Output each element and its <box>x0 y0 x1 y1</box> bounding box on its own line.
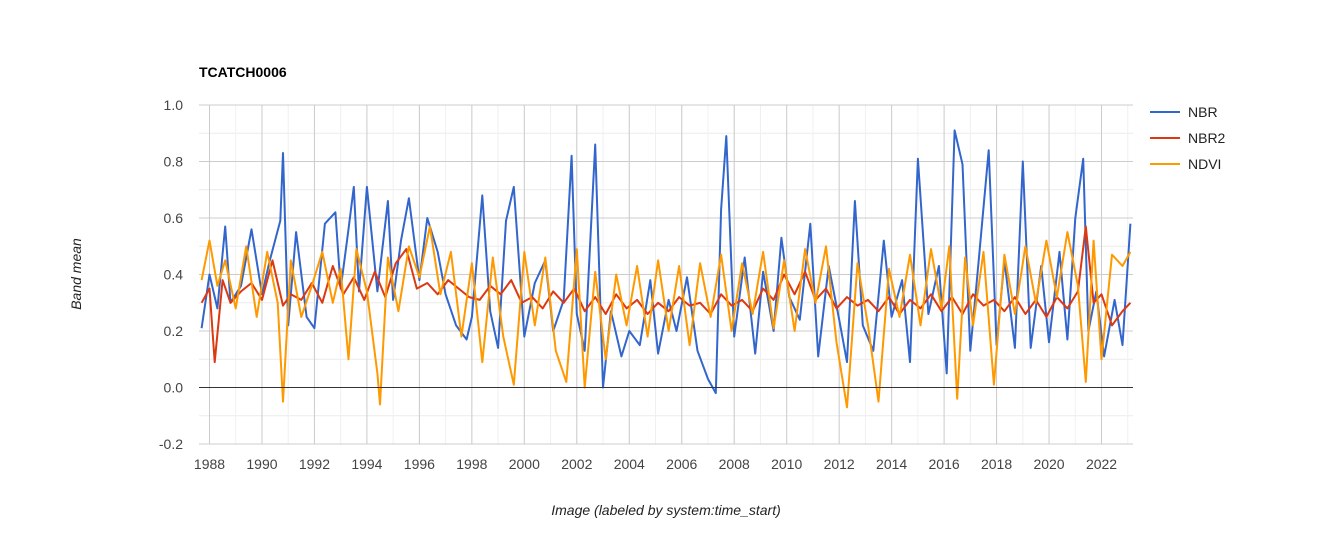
series-line-ndvi <box>200 225 1132 409</box>
y-tick-label: -0.2 <box>159 436 183 452</box>
x-tick-label: 2022 <box>1086 456 1117 472</box>
x-tick-label: 2008 <box>719 456 750 472</box>
chart-title: TCATCH0006 <box>199 64 287 80</box>
x-tick-label: 2010 <box>771 456 802 472</box>
x-axis-title: Image (labeled by system:time_start) <box>551 502 781 518</box>
series-line-nbr <box>200 129 1132 395</box>
x-tick-label: 1994 <box>351 456 382 472</box>
x-tick-label: 2020 <box>1033 456 1064 472</box>
y-tick-label: 0.8 <box>164 154 184 170</box>
series-line-nbr2 <box>200 225 1132 364</box>
legend-label: NBR <box>1188 104 1218 120</box>
series-lines <box>200 129 1132 409</box>
x-tick-label: 2000 <box>509 456 540 472</box>
x-tick-label: 2002 <box>561 456 592 472</box>
legend-item-ndvi[interactable]: NDVI <box>1150 156 1221 172</box>
legend: NBR NBR2 NDVI <box>1150 104 1226 172</box>
y-tick-label: 0.6 <box>164 210 184 226</box>
y-tick-label: 0.0 <box>164 380 184 396</box>
legend-item-nbr[interactable]: NBR <box>1150 104 1218 120</box>
x-tick-label: 2004 <box>614 456 645 472</box>
legend-label: NDVI <box>1188 156 1221 172</box>
axes: -0.2 0.0 0.2 0.4 0.6 0.8 1.0 1988 1990 1992 1994 19… <box>159 97 1133 472</box>
y-tick-label: 1.0 <box>164 97 184 113</box>
x-tick-label: 2016 <box>929 456 960 472</box>
x-tick-label: 1992 <box>299 456 330 472</box>
x-tick-label: 1988 <box>194 456 225 472</box>
y-axis-title: Band mean <box>68 238 84 310</box>
y-tick-label: 0.2 <box>164 323 184 339</box>
x-tick-label: 2018 <box>981 456 1012 472</box>
x-tick-label: 2006 <box>666 456 697 472</box>
legend-item-nbr2[interactable]: NBR2 <box>1150 130 1226 146</box>
legend-label: NBR2 <box>1188 130 1226 146</box>
x-tick-label: 1990 <box>246 456 277 472</box>
x-tick-label: 2012 <box>824 456 855 472</box>
x-tick-label: 1998 <box>456 456 487 472</box>
x-tick-label: 1996 <box>404 456 435 472</box>
x-tick-label: 2014 <box>876 456 907 472</box>
y-tick-label: 0.4 <box>164 267 184 283</box>
